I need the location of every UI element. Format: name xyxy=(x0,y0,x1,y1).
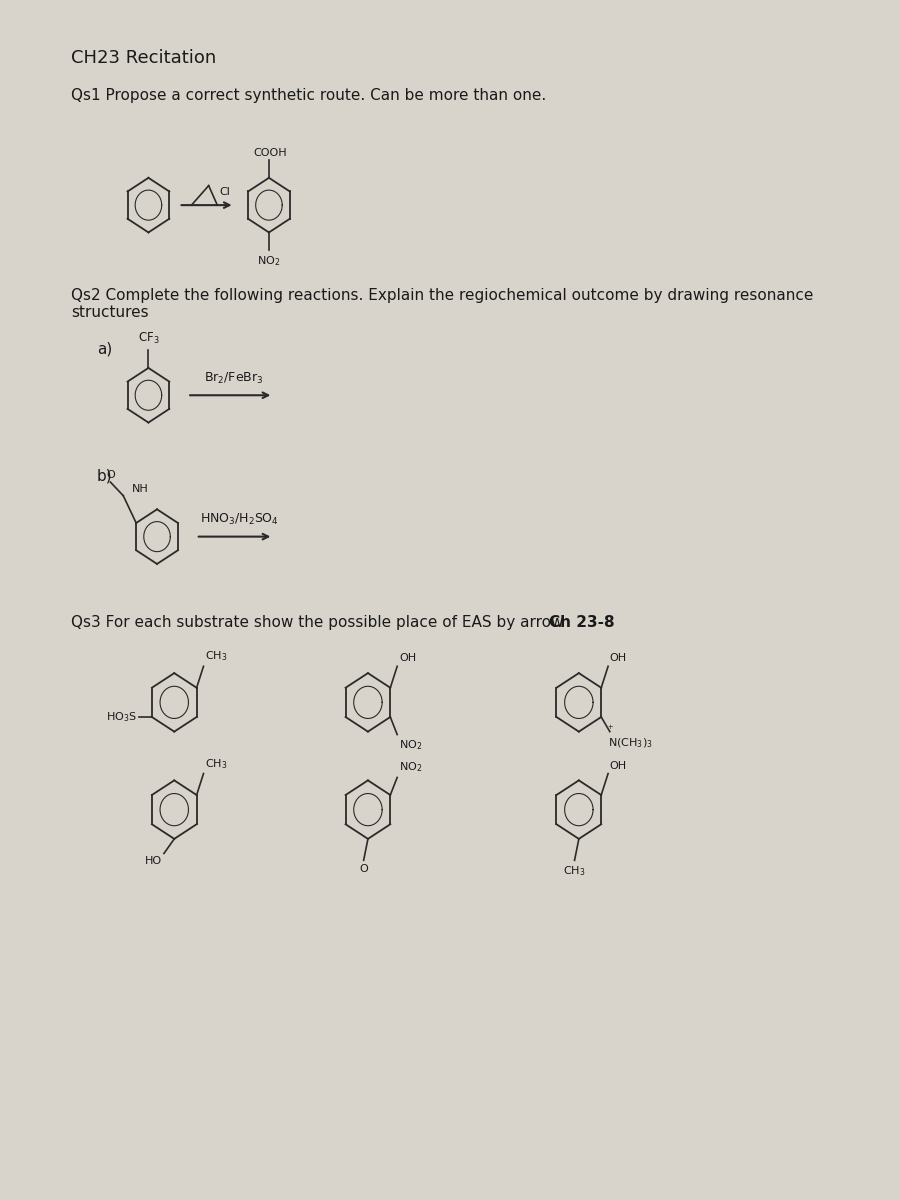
Text: Cl: Cl xyxy=(219,187,230,197)
Text: NO$_2$: NO$_2$ xyxy=(399,760,422,774)
Text: b): b) xyxy=(97,468,112,484)
Text: NH: NH xyxy=(132,484,148,493)
Text: HO: HO xyxy=(145,857,162,866)
Text: Qs2 Complete the following reactions. Explain the regiochemical outcome by drawi: Qs2 Complete the following reactions. Ex… xyxy=(71,288,814,320)
Text: $^+$: $^+$ xyxy=(606,725,614,734)
Text: HNO$_3$/H$_2$SO$_4$: HNO$_3$/H$_2$SO$_4$ xyxy=(200,511,279,527)
Text: CH$_3$: CH$_3$ xyxy=(205,757,228,770)
Text: HO$_3$S: HO$_3$S xyxy=(106,710,138,724)
Text: Br$_2$/FeBr$_3$: Br$_2$/FeBr$_3$ xyxy=(204,371,264,385)
Text: CF$_3$: CF$_3$ xyxy=(138,331,159,347)
Text: CH$_3$: CH$_3$ xyxy=(563,864,586,878)
Text: NO$_2$: NO$_2$ xyxy=(399,738,422,752)
Text: Ch 23-8: Ch 23-8 xyxy=(549,614,615,630)
Text: N(CH$_3$)$_3$: N(CH$_3$)$_3$ xyxy=(608,737,652,750)
Text: O: O xyxy=(106,470,114,480)
Text: Qs1 Propose a correct synthetic route. Can be more than one.: Qs1 Propose a correct synthetic route. C… xyxy=(71,88,546,103)
Text: Qs3 For each substrate show the possible place of EAS by arrow: Qs3 For each substrate show the possible… xyxy=(71,614,568,630)
Text: COOH: COOH xyxy=(254,149,287,158)
Text: a): a) xyxy=(97,342,112,356)
Text: OH: OH xyxy=(399,653,416,664)
Text: OH: OH xyxy=(610,653,627,664)
Text: OH: OH xyxy=(610,761,627,770)
Text: O: O xyxy=(359,864,368,875)
Text: NO$_2$: NO$_2$ xyxy=(257,254,281,268)
Text: CH23 Recitation: CH23 Recitation xyxy=(71,49,216,67)
Text: CH$_3$: CH$_3$ xyxy=(205,649,228,664)
